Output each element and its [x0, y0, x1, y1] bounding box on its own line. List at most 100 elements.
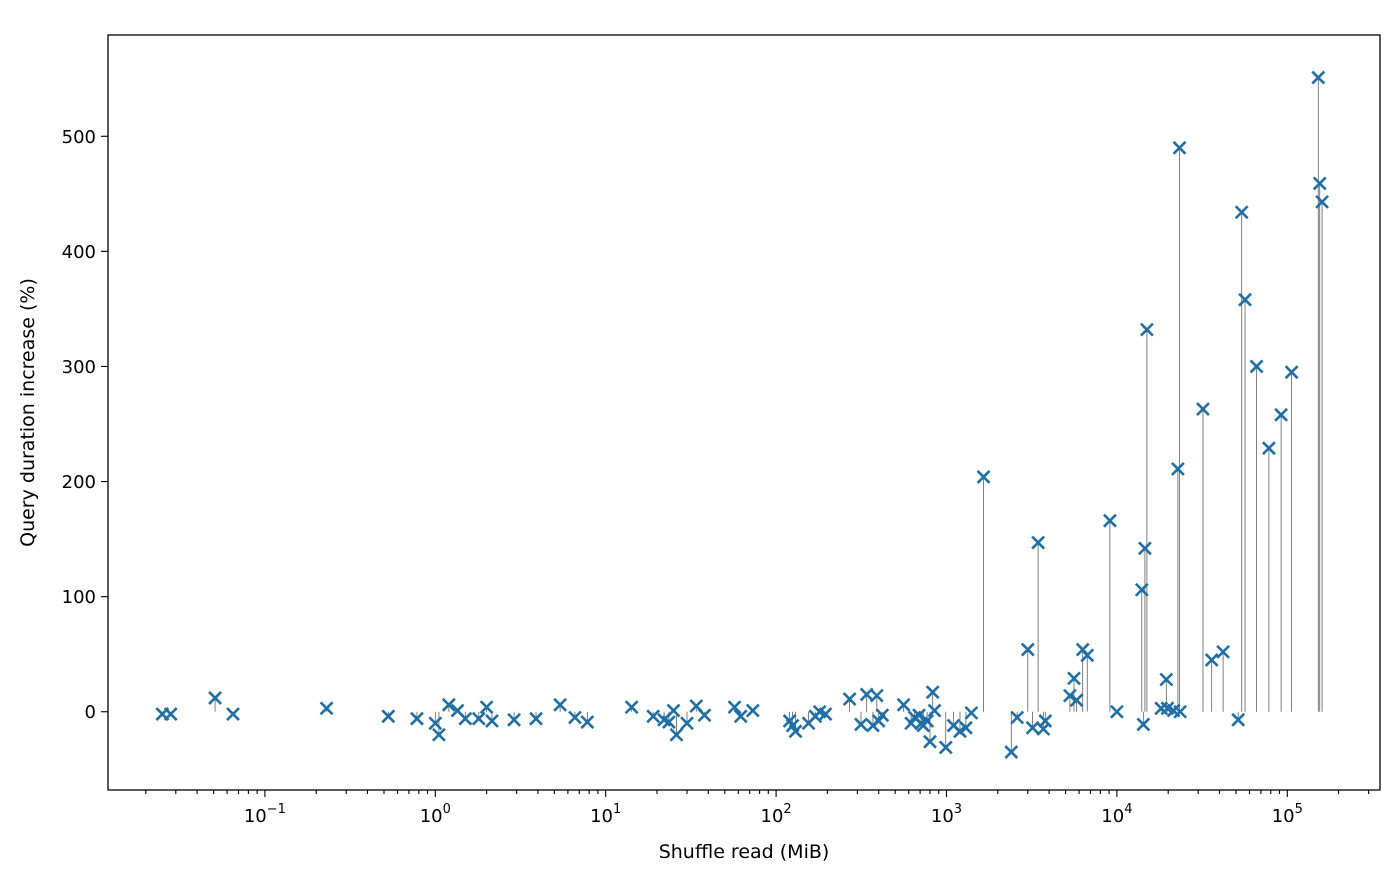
data-point-38 — [818, 707, 833, 721]
data-point-86 — [1173, 704, 1188, 719]
data-point-24 — [666, 703, 681, 718]
data-point-92 — [1238, 292, 1252, 307]
data-point-23 — [662, 715, 676, 730]
data-point-78 — [1137, 541, 1152, 556]
data-point-73 — [1080, 648, 1095, 663]
data-point-54 — [925, 685, 940, 700]
data-point-49 — [912, 708, 926, 723]
data-point-56 — [938, 740, 953, 755]
data-point-64 — [1020, 642, 1035, 657]
data-point-7 — [428, 716, 443, 731]
x-tick-label: 10−1 — [244, 802, 286, 827]
x-axis-ticks: 10−1 100 101 102 103 104 105 — [145, 790, 1370, 827]
data-point-61 — [976, 470, 991, 484]
data-point-30 — [733, 709, 748, 724]
x-tick-label: 100 — [420, 802, 451, 827]
data-point-39 — [842, 692, 857, 706]
data-point-2 — [208, 691, 222, 705]
x-tick-label: 104 — [1101, 802, 1132, 827]
data-point-3 — [226, 707, 240, 721]
data-point-60 — [964, 705, 979, 720]
x-tick-label: 105 — [1272, 802, 1303, 827]
data-point-20 — [624, 700, 639, 715]
data-point-69 — [1062, 688, 1077, 703]
data-point-43 — [869, 688, 884, 703]
data-point-99 — [1315, 194, 1329, 209]
x-tick-label: 103 — [931, 802, 962, 827]
data-point-71 — [1069, 693, 1084, 708]
data-point-9 — [441, 697, 456, 712]
data-point-55 — [927, 703, 942, 718]
data-point-14 — [485, 714, 499, 728]
data-point-88 — [1204, 653, 1219, 667]
data-point-93 — [1249, 359, 1264, 374]
y-axis-ticks: 0 100 200 300 400 500 — [62, 127, 108, 723]
y-tick-label: 200 — [62, 472, 96, 493]
data-point-95 — [1274, 407, 1289, 422]
data-point-96 — [1284, 365, 1299, 380]
data-point-4 — [319, 701, 334, 716]
data-point-11 — [458, 711, 473, 726]
y-tick-label: 100 — [62, 587, 96, 608]
data-point-62 — [1004, 745, 1019, 759]
data-point-67 — [1036, 722, 1051, 736]
data-point-53 — [923, 734, 937, 749]
data-point-70 — [1067, 671, 1081, 686]
y-axis-label: Query duration increase (%) — [17, 278, 39, 547]
x-axis-label: Shuffle read (MiB) — [659, 841, 830, 863]
data-point-79 — [1139, 322, 1154, 337]
data-point-15 — [507, 712, 522, 727]
data-point-34 — [788, 724, 803, 739]
data-point-46 — [896, 697, 911, 712]
data-point-17 — [553, 697, 568, 712]
data-point-6 — [409, 711, 424, 726]
data-point-98 — [1312, 176, 1327, 191]
data-point-28 — [697, 708, 712, 723]
data-point-25 — [669, 727, 684, 742]
data-point-1 — [163, 707, 178, 721]
data-point-74 — [1102, 513, 1117, 528]
data-point-31 — [745, 703, 760, 718]
data-point-19 — [580, 715, 595, 730]
data-point-87 — [1196, 402, 1210, 416]
data-point-91 — [1234, 205, 1249, 220]
data-point-68 — [1038, 714, 1053, 728]
data-point-77 — [1136, 717, 1151, 732]
data-point-85 — [1172, 140, 1187, 155]
data-point-97 — [1311, 70, 1326, 85]
y-tick-label: 400 — [62, 242, 96, 263]
data-point-90 — [1231, 712, 1246, 727]
stem-lines — [161, 77, 1323, 753]
data-point-80 — [1154, 701, 1169, 716]
data-point-40 — [854, 717, 868, 732]
data-point-63 — [1010, 710, 1025, 725]
data-point-29 — [727, 700, 742, 715]
data-point-8 — [431, 727, 446, 742]
data-point-84 — [1170, 461, 1185, 476]
data-point-94 — [1261, 441, 1276, 456]
data-point-21 — [646, 709, 661, 724]
x-tick-label: 102 — [761, 802, 792, 827]
data-point-75 — [1109, 704, 1124, 719]
y-tick-label: 500 — [62, 127, 96, 148]
data-point-18 — [568, 710, 582, 725]
data-point-76 — [1134, 582, 1149, 597]
x-tick-label: 101 — [590, 802, 621, 827]
plot-frame — [107, 34, 1381, 791]
data-point-5 — [381, 709, 396, 724]
y-tick-label: 0 — [85, 702, 96, 723]
data-point-12 — [471, 711, 486, 726]
y-tick-label: 300 — [62, 357, 96, 378]
data-point-26 — [680, 716, 694, 731]
data-markers — [155, 70, 1329, 759]
data-point-45 — [875, 708, 890, 723]
data-point-52 — [920, 714, 935, 728]
data-point-66 — [1031, 535, 1046, 550]
data-point-13 — [479, 700, 494, 715]
data-point-16 — [529, 711, 543, 726]
data-point-89 — [1216, 644, 1231, 659]
data-point-81 — [1159, 672, 1174, 687]
data-point-59 — [958, 720, 973, 735]
